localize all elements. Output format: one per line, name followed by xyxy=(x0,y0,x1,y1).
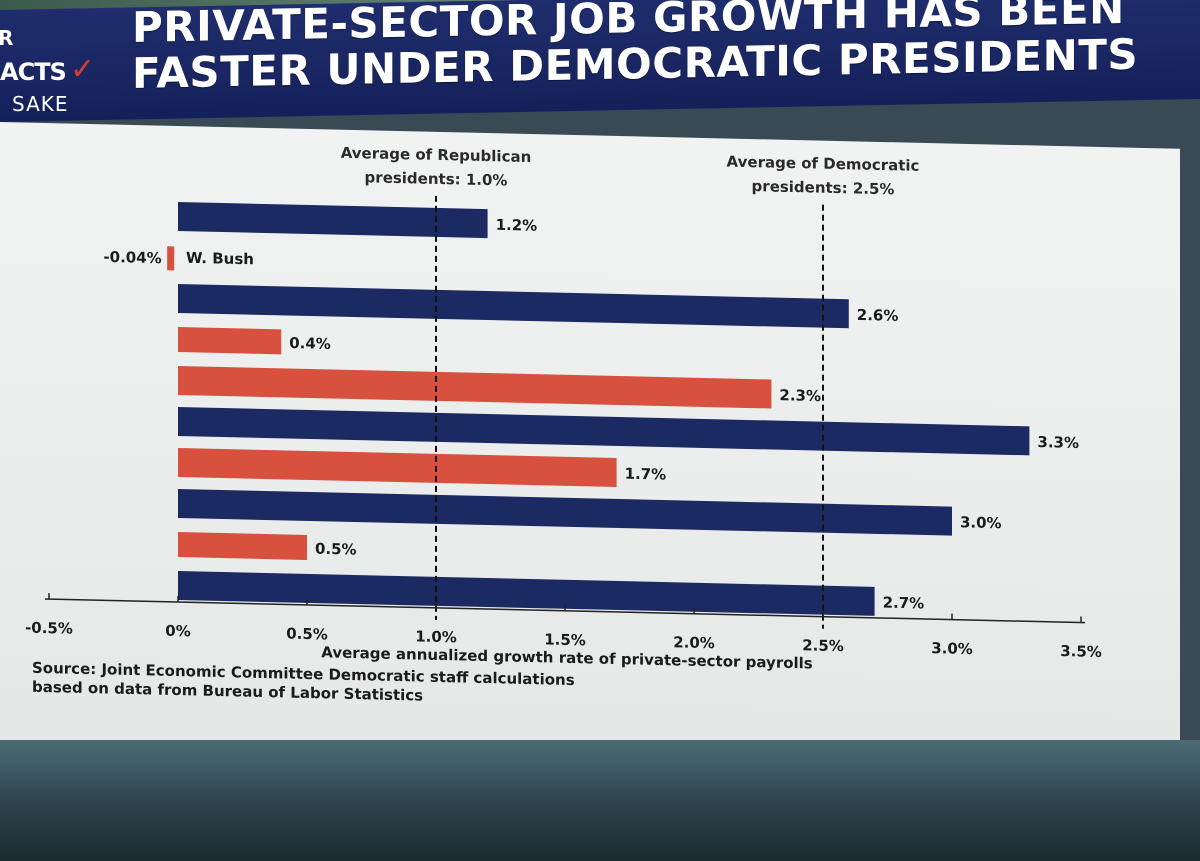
bar-value-label: -0.04% xyxy=(103,248,161,267)
bar xyxy=(178,284,849,329)
checkmark-icon: ✓ xyxy=(70,52,96,87)
bar-value-label: 1.2% xyxy=(496,216,538,235)
x-tick-label: 3.0% xyxy=(931,639,973,658)
bar-group: H.W. Bush0.4% xyxy=(178,327,331,355)
bar xyxy=(178,202,488,239)
bar-group: Obama (to date)1.2% xyxy=(178,202,537,239)
bar-value-label: 2.7% xyxy=(883,594,925,613)
reference-label-line-1: Average of Democratic xyxy=(727,152,920,174)
x-tick-label: 3.5% xyxy=(1060,642,1102,661)
reference-label-line-1: Average of Republican xyxy=(341,144,532,166)
bar-group: Eisenhower0.5% xyxy=(178,532,357,560)
bar-value-label: 0.4% xyxy=(289,334,331,353)
bar xyxy=(167,246,175,271)
bar-group: Kennedy/Johnson3.0% xyxy=(178,489,1002,536)
bar xyxy=(178,327,282,355)
bar-group: Truman2.7% xyxy=(178,571,925,616)
reference-line-group: Average of Democratic presidents: 2.5% xyxy=(727,152,920,629)
bar-group: Nixon/Ford1.7% xyxy=(178,448,667,487)
x-tick-label: 2.5% xyxy=(802,636,844,655)
bar-category-label: W. Bush xyxy=(186,249,254,269)
bar-group: Reagan2.3% xyxy=(178,366,821,409)
bar xyxy=(178,448,617,487)
x-tick-label: -0.5% xyxy=(25,619,73,638)
bar xyxy=(178,532,307,560)
bar xyxy=(178,489,952,536)
source-note: Source: Joint Economic Committee Democra… xyxy=(32,659,575,705)
studio-background-bottom xyxy=(0,740,1200,861)
bar-group: Clinton2.6% xyxy=(178,284,898,329)
bar xyxy=(178,407,1030,456)
x-tick-label: 2.0% xyxy=(673,633,715,652)
reference-label-line-2: presidents: 2.5% xyxy=(752,177,895,198)
bar xyxy=(178,571,875,616)
bar-value-label: 1.7% xyxy=(625,465,667,484)
x-tick-label: 0% xyxy=(165,622,190,641)
x-tick-label: 0.5% xyxy=(286,624,328,643)
show-logo: R ACTS ✓ SAKE xyxy=(0,18,118,116)
x-tick-label: 1.0% xyxy=(415,627,457,646)
bar-value-label: 3.0% xyxy=(960,513,1002,532)
bar-group: Carter3.3% xyxy=(178,407,1079,456)
logo-bottom-text: SAKE xyxy=(12,92,69,116)
bar xyxy=(178,366,772,409)
x-tick-label: 1.5% xyxy=(544,630,586,649)
bar-value-label: 2.3% xyxy=(779,386,821,405)
logo-top-text: R xyxy=(0,26,14,50)
bar-value-label: 2.6% xyxy=(857,306,899,325)
bar-group: W. Bush -0.04% xyxy=(103,246,254,271)
bar-value-label: 3.3% xyxy=(1037,433,1079,452)
bar-value-label: 0.5% xyxy=(315,540,357,559)
reference-label-line-2: presidents: 1.0% xyxy=(365,168,508,189)
logo-main-text: ACTS xyxy=(0,58,67,86)
